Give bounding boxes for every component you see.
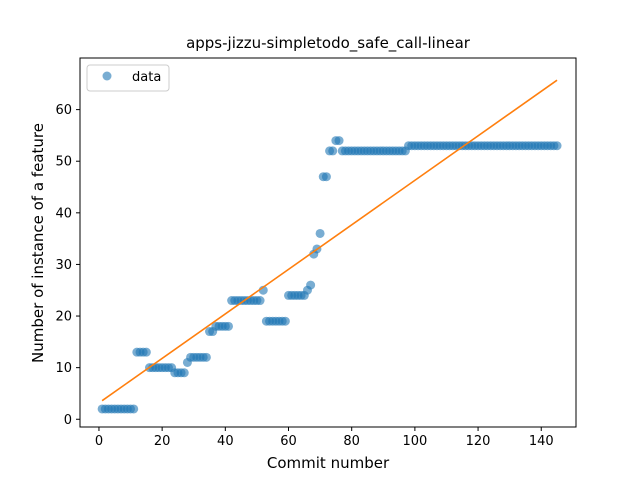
data-point bbox=[328, 146, 338, 156]
data-point bbox=[315, 228, 325, 238]
chart-title: apps-jizzu-simpletodo_safe_call-linear bbox=[186, 34, 471, 53]
x-tick-label: 20 bbox=[154, 434, 171, 449]
data-point bbox=[334, 136, 344, 146]
x-tick-label: 120 bbox=[466, 434, 491, 449]
data-point bbox=[280, 316, 290, 326]
data-point bbox=[223, 321, 233, 331]
legend-box bbox=[86, 64, 170, 92]
x-tick-label: 0 bbox=[95, 434, 103, 449]
legend-label: data bbox=[132, 70, 161, 85]
x-tick-label: 40 bbox=[217, 434, 234, 449]
data-point bbox=[201, 352, 211, 362]
data-point bbox=[306, 280, 316, 290]
y-tick-label: 10 bbox=[55, 361, 72, 376]
data-point bbox=[255, 296, 265, 306]
plot-area bbox=[97, 79, 562, 414]
fit-line bbox=[101, 79, 558, 402]
y-tick-label: 60 bbox=[55, 103, 72, 118]
data-point bbox=[141, 347, 151, 357]
data-point bbox=[321, 172, 331, 182]
legend: data bbox=[86, 64, 170, 92]
y-tick-label: 50 bbox=[55, 155, 72, 170]
y-tick-label: 30 bbox=[55, 258, 72, 273]
x-axis: 0 20 40 60 80 100 120 140 bbox=[95, 427, 554, 449]
data-point bbox=[129, 404, 139, 414]
x-tick-label: 140 bbox=[529, 434, 554, 449]
data-point bbox=[179, 368, 189, 378]
data-point bbox=[552, 141, 562, 151]
y-axis-label: Number of instance of a feature bbox=[29, 123, 47, 363]
y-axis: 0 10 20 30 40 50 60 bbox=[55, 103, 80, 428]
x-tick-label: 80 bbox=[343, 434, 360, 449]
legend-marker bbox=[102, 71, 112, 81]
x-axis-label: Commit number bbox=[267, 454, 390, 472]
y-tick-label: 20 bbox=[55, 310, 72, 325]
x-tick-label: 100 bbox=[402, 434, 427, 449]
y-tick-label: 40 bbox=[55, 206, 72, 221]
axes-frame bbox=[79, 57, 577, 428]
y-tick-label: 0 bbox=[64, 413, 72, 428]
x-tick-label: 60 bbox=[280, 434, 297, 449]
